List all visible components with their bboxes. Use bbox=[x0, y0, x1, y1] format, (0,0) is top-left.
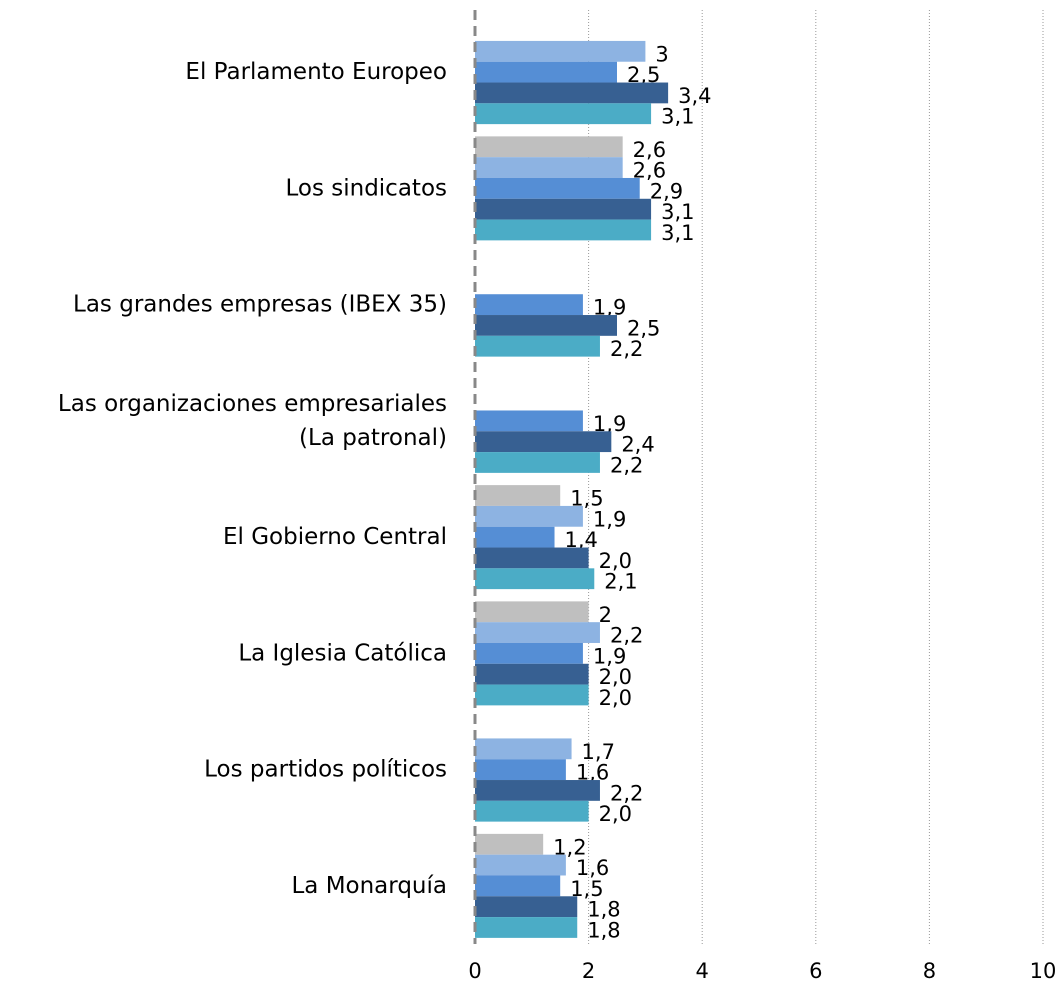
bar bbox=[475, 177, 640, 199]
bar bbox=[475, 601, 589, 623]
bar bbox=[475, 315, 617, 336]
bar bbox=[475, 82, 669, 104]
bar bbox=[475, 875, 561, 897]
bar bbox=[475, 157, 623, 178]
value-label: 3,1 bbox=[661, 221, 694, 245]
bar bbox=[475, 505, 583, 527]
value-label: 1,6 bbox=[576, 856, 609, 880]
category-label: Los partidos políticos bbox=[204, 756, 447, 782]
value-label: 2,2 bbox=[610, 624, 643, 648]
bar bbox=[475, 431, 612, 453]
x-tick-label: 0 bbox=[468, 959, 481, 983]
category-label: Las organizaciones empresariales (La patr… bbox=[58, 390, 447, 450]
x-tick-label: 2 bbox=[582, 959, 595, 983]
value-label: 2,1 bbox=[604, 570, 637, 594]
bar bbox=[475, 684, 589, 706]
value-label: 2,0 bbox=[599, 665, 632, 689]
bar bbox=[475, 642, 583, 664]
value-label: 3,4 bbox=[678, 84, 711, 108]
value-label: 2,0 bbox=[599, 686, 632, 710]
bar bbox=[475, 103, 652, 125]
category-label: El Parlamento Europeo bbox=[185, 59, 447, 85]
x-tick-label: 10 bbox=[1030, 959, 1057, 983]
value-label: 1,8 bbox=[587, 918, 620, 942]
bar bbox=[475, 219, 652, 241]
value-label: 2,6 bbox=[633, 138, 666, 162]
bar bbox=[475, 833, 544, 855]
value-label: 1,8 bbox=[587, 898, 620, 922]
category-label: El Gobierno Central bbox=[223, 524, 447, 550]
value-label: 1,9 bbox=[593, 507, 626, 531]
value-label: 1,7 bbox=[582, 740, 615, 764]
bar bbox=[475, 452, 600, 473]
bar bbox=[475, 136, 623, 158]
bar bbox=[475, 294, 583, 316]
value-label: 2,9 bbox=[650, 179, 683, 203]
bar bbox=[475, 526, 555, 548]
category-label: Los sindicatos bbox=[285, 175, 447, 201]
bar bbox=[475, 61, 617, 83]
category-label: La Iglesia Católica bbox=[238, 640, 447, 666]
bar bbox=[475, 800, 589, 822]
value-label: 2,5 bbox=[627, 316, 660, 340]
x-tick-label: 4 bbox=[696, 959, 709, 983]
x-tick-label: 8 bbox=[923, 959, 936, 983]
value-label: 2,2 bbox=[610, 781, 643, 805]
bar bbox=[475, 410, 583, 432]
value-label: 1,9 bbox=[593, 644, 626, 668]
value-label: 2,0 bbox=[599, 549, 632, 573]
x-tick-label: 6 bbox=[809, 959, 822, 983]
value-label: 2,2 bbox=[610, 453, 643, 477]
value-label: 3,1 bbox=[661, 105, 694, 129]
bar bbox=[475, 40, 646, 62]
value-label: 3,1 bbox=[661, 200, 694, 224]
bar bbox=[475, 663, 589, 685]
bar bbox=[475, 780, 600, 801]
value-label: 2,2 bbox=[610, 337, 643, 361]
bar bbox=[475, 198, 652, 220]
bar bbox=[475, 485, 561, 506]
bar bbox=[475, 547, 589, 569]
category-label: La Monarquía bbox=[291, 872, 447, 898]
bar bbox=[475, 568, 595, 590]
bar bbox=[475, 335, 600, 357]
bar bbox=[475, 896, 578, 918]
bar bbox=[475, 917, 578, 938]
bar bbox=[475, 622, 600, 643]
bar bbox=[475, 738, 572, 760]
value-label: 2 bbox=[599, 603, 612, 627]
value-label: 2,0 bbox=[599, 802, 632, 826]
value-label: 3 bbox=[655, 42, 668, 66]
bar bbox=[475, 759, 566, 781]
category-label: Las grandes empresas (IBEX 35) bbox=[73, 291, 447, 317]
bar bbox=[475, 854, 566, 876]
value-label: 2,4 bbox=[621, 433, 654, 457]
